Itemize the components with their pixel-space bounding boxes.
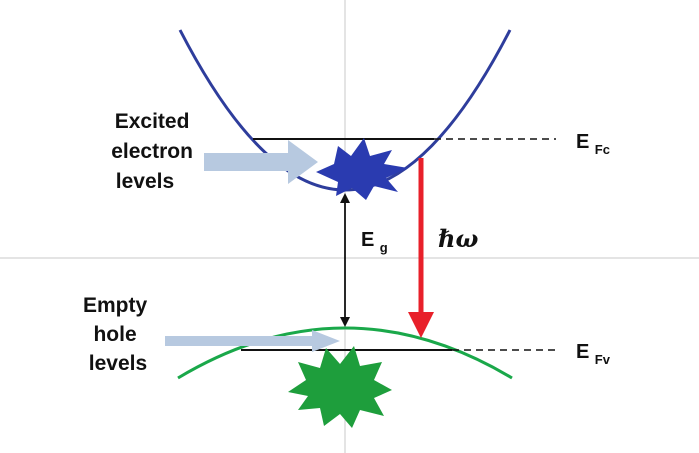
excited-label: Excited electron levels: [111, 110, 199, 193]
electron-star: [316, 138, 408, 200]
empty-label-line2: hole: [93, 323, 136, 346]
eg-label: E g: [361, 229, 388, 255]
emission-arrow-head: [408, 312, 434, 338]
valence-band-curve: [177, 326, 513, 380]
empty-pointer-arrow: [165, 330, 340, 352]
efc-sub: Fc: [595, 142, 610, 157]
excited-label-line1: Excited: [115, 110, 190, 133]
empty-label-line3: levels: [89, 352, 147, 375]
hbar-omega-label: ℏω: [438, 224, 478, 253]
hole-star: [288, 346, 392, 428]
excited-label-line3: levels: [116, 170, 174, 193]
efc-main: E: [576, 131, 589, 153]
excited-pointer-arrow: [204, 140, 318, 184]
eg-sub: g: [380, 240, 388, 255]
eg-main: E: [361, 229, 374, 251]
efv-main: E: [576, 341, 589, 363]
excited-label-line2: electron: [111, 140, 193, 163]
empty-label-line1: Empty: [83, 294, 148, 317]
efc-label: E Fc: [576, 131, 610, 157]
efv-sub: Fv: [595, 352, 611, 367]
empty-label: Empty hole levels: [83, 294, 153, 375]
efv-label: E Fv: [576, 341, 611, 367]
